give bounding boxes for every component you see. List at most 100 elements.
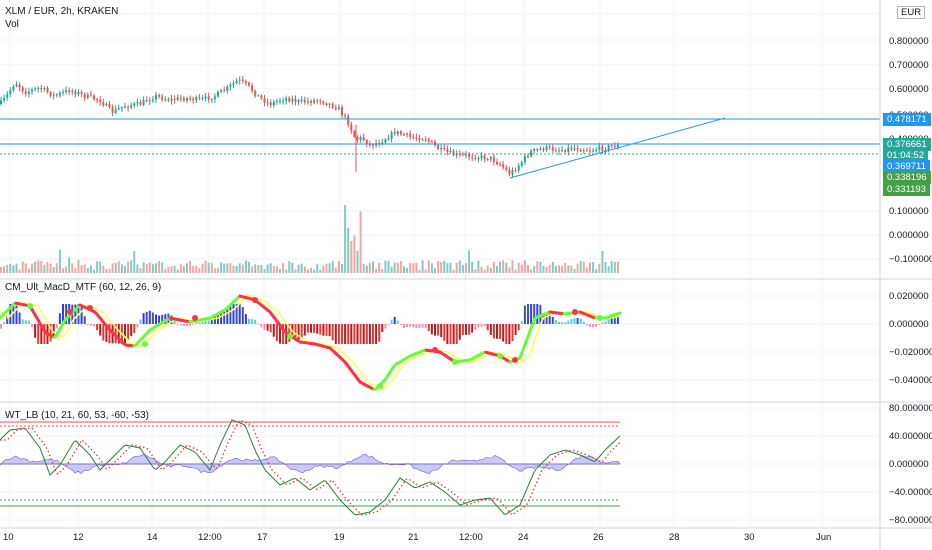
macd-histogram-bar xyxy=(465,324,467,335)
volume-bar xyxy=(461,264,464,273)
candle-body xyxy=(536,149,539,151)
macd-histogram-bar xyxy=(65,304,68,324)
volume-bar xyxy=(365,265,368,273)
macd-histogram-bar xyxy=(108,324,111,344)
volume-bar xyxy=(375,268,378,273)
price-pane[interactable] xyxy=(0,75,880,179)
macd-histogram-bar xyxy=(384,324,387,329)
volume-bar xyxy=(226,263,229,273)
macd-histogram-bar xyxy=(337,324,340,344)
candle-body xyxy=(604,150,607,152)
macd-histogram-bar xyxy=(331,324,334,341)
volume-bar xyxy=(387,260,390,273)
volume-bar xyxy=(151,264,154,273)
wt-tick: −80.000000 xyxy=(889,515,932,526)
time-tick: 19 xyxy=(334,532,345,543)
candle-body xyxy=(130,105,133,108)
wavetrend-title[interactable]: WT_LB (10, 21, 60, 53, -60, -53) xyxy=(5,410,149,421)
candle-body xyxy=(393,132,396,135)
macd-histogram-bar xyxy=(275,324,278,342)
time-tick: 12 xyxy=(73,532,84,543)
macd-histogram-bar xyxy=(381,324,384,333)
candle-body xyxy=(406,133,409,135)
macd-histogram-bar xyxy=(43,324,46,344)
macd-histogram-bar xyxy=(49,324,52,342)
currency-badge[interactable]: EUR xyxy=(897,6,926,19)
volume-bar xyxy=(279,269,281,273)
macd-histogram-bar xyxy=(257,323,260,325)
volume-bar xyxy=(455,262,458,273)
macd-pane[interactable] xyxy=(0,294,622,391)
level-price-label[interactable]: 0.338196 xyxy=(883,171,931,184)
volume-bar xyxy=(601,250,604,273)
volume-bar xyxy=(536,261,539,273)
volume-bar xyxy=(322,265,325,273)
volume-bar xyxy=(341,263,343,273)
volume-bar xyxy=(108,268,111,273)
macd-cross-dot xyxy=(377,383,383,389)
volume-bar xyxy=(421,260,424,273)
level-price-label[interactable]: 0.369711 xyxy=(883,160,930,173)
candle-body xyxy=(269,102,272,106)
wt2-line xyxy=(0,419,621,516)
macd-histogram-bar xyxy=(189,324,192,327)
volume-bar xyxy=(303,266,306,273)
volume-bar xyxy=(570,265,573,273)
time-tick: 21 xyxy=(408,532,419,543)
wt1-line xyxy=(0,419,621,516)
macd-histogram-bar xyxy=(368,324,371,344)
volume-bar xyxy=(415,262,418,273)
volume-bar xyxy=(545,266,548,273)
candle-body xyxy=(347,116,350,125)
volume-bar xyxy=(167,266,170,273)
candle-body xyxy=(260,95,263,99)
wavetrend-pane[interactable] xyxy=(0,419,621,516)
macd-histogram-bar xyxy=(344,324,347,344)
macd-histogram-bar xyxy=(424,324,427,329)
volume-bar xyxy=(217,267,219,273)
volume-bar xyxy=(21,261,24,273)
volume-bar xyxy=(359,211,362,273)
macd-histogram-bar xyxy=(579,318,582,324)
candle-body xyxy=(248,82,250,86)
candle-body xyxy=(77,92,80,95)
candle-body xyxy=(471,156,474,158)
resistance-price-label[interactable]: 0.478171 xyxy=(883,113,931,126)
symbol-title[interactable]: XLM / EUR, 2h, KRAKEN xyxy=(5,6,119,17)
macd-histogram-bar xyxy=(263,324,266,330)
candle-body xyxy=(613,145,616,148)
volume-bar xyxy=(368,262,371,273)
volume-bar xyxy=(288,261,291,273)
wt-tick: 40.000000 xyxy=(889,431,932,442)
volume-bar xyxy=(418,269,421,273)
macd-histogram-bar xyxy=(399,324,402,326)
macd-histogram-bar xyxy=(403,324,405,328)
volume-label[interactable]: Vol xyxy=(5,19,19,30)
current-price-label[interactable]: 0.376661 xyxy=(883,138,931,151)
macd-histogram-bar xyxy=(595,324,598,327)
volume-bar xyxy=(111,263,114,273)
volume-bar xyxy=(554,265,557,273)
macd-cross-dot xyxy=(597,315,603,321)
candle-body xyxy=(427,139,430,142)
candle-body xyxy=(226,86,229,91)
volume-bar xyxy=(148,262,151,273)
bar-countdown-label: 01:04:52 xyxy=(883,149,928,162)
volume-bar xyxy=(334,267,337,273)
time-tick: 24 xyxy=(518,532,529,543)
macd-title[interactable]: CM_Ult_MacD_MTF (60, 12, 26, 9) xyxy=(5,282,162,293)
level-price-label[interactable]: 0.331193 xyxy=(883,183,930,196)
time-tick: 26 xyxy=(593,532,604,543)
macd-histogram-bar xyxy=(52,324,55,338)
macd-histogram-bar xyxy=(427,324,430,332)
candle-body xyxy=(3,97,6,101)
volume-bar xyxy=(68,257,71,273)
macd-histogram-bar xyxy=(468,324,471,335)
macd-histogram-bar xyxy=(127,324,130,341)
macd-histogram-bar xyxy=(576,317,579,324)
time-tick: Jun xyxy=(816,532,832,543)
macd-histogram-bar xyxy=(173,320,176,324)
candle-body xyxy=(217,91,219,97)
